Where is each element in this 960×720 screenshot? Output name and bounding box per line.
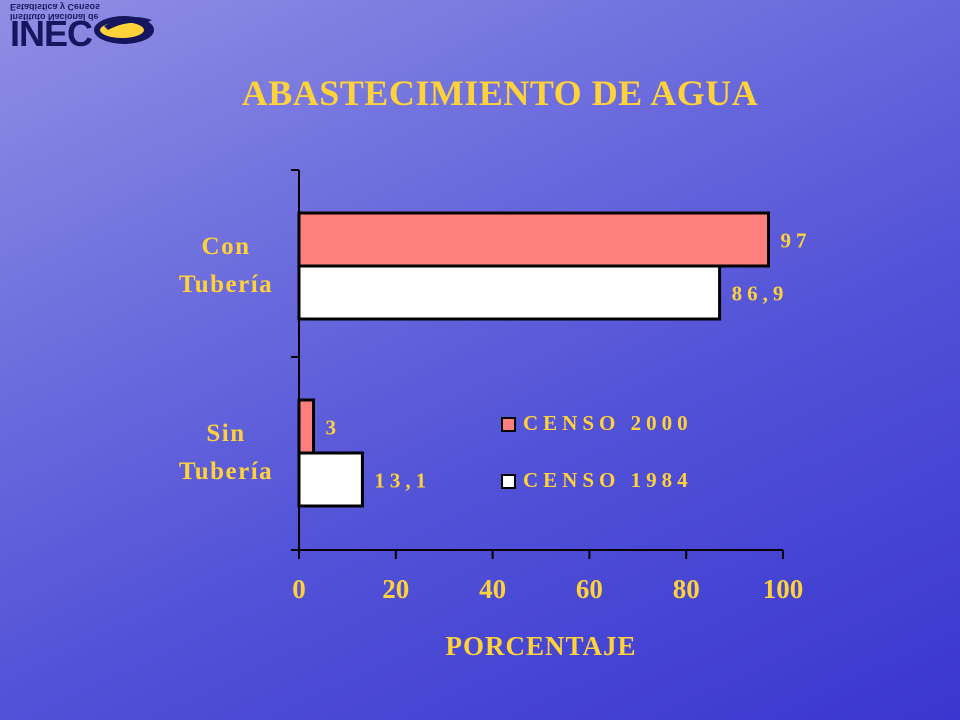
x-tick-label-80: 80: [673, 574, 700, 604]
legend-label-2000: CENSO 2000: [523, 411, 693, 435]
inec-logo: Instituto Nacional de Estadística y Cens…: [4, 2, 154, 52]
bar-con-tuberia-1984: [297, 264, 722, 321]
data-label-con-tuberia-2000: 97: [780, 229, 811, 253]
bar-sin-tuberia-2000: [297, 398, 316, 455]
legend-label-1984: CENSO 1984: [523, 468, 693, 492]
x-tick-label-20: 20: [382, 574, 409, 604]
logo-swoosh-icon: [94, 16, 154, 44]
legend-swatch-2000: [501, 417, 516, 432]
logo-wordmark: INEC: [10, 13, 93, 54]
x-tick-label-60: 60: [576, 574, 603, 604]
data-label-con-tuberia-1984: 86,9: [732, 282, 789, 306]
data-label-sin-tuberia-2000: 3: [326, 416, 342, 440]
data-label-sin-tuberia-1984: 13,1: [374, 469, 431, 493]
category-label-0-line-1: Tubería: [179, 271, 273, 298]
x-axis-title: PORCENTAJE: [445, 631, 636, 661]
x-tick-label-100: 100: [763, 574, 804, 604]
bar-con-tuberia-2000: [297, 211, 770, 268]
legend-swatch-1984: [501, 474, 516, 489]
x-tick-label-40: 40: [479, 574, 506, 604]
category-label-1-line-0: Sin: [206, 420, 245, 447]
slide-title: ABASTECIMIENTO DE AGUA: [241, 73, 759, 113]
category-label-1-line-1: Tubería: [179, 458, 273, 485]
category-label-0-line-0: Con: [202, 233, 251, 260]
bar-sin-tuberia-1984: [297, 451, 364, 508]
x-tick-label-0: 0: [292, 574, 306, 604]
